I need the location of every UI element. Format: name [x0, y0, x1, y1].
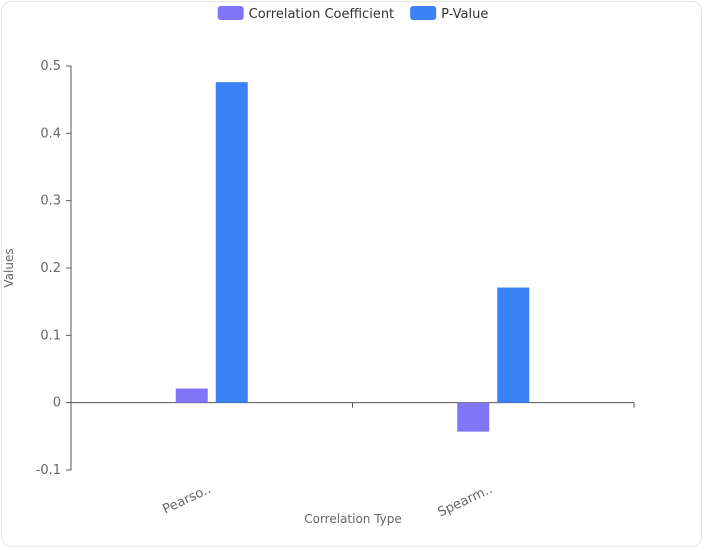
legend: Correlation Coefficient P-Value	[218, 6, 489, 22]
y-tick-label: -0.1	[36, 463, 61, 478]
y-tick-label: 0.1	[40, 328, 61, 343]
bars	[176, 82, 530, 431]
bar-p-value-0[interactable]	[216, 82, 248, 403]
y-axis: -0.1 0 0.1 0.2 0.3 0.4 0.5	[36, 59, 71, 478]
x-tick-label: Pearso..	[160, 482, 213, 517]
y-tick-label: 0.5	[40, 59, 61, 74]
y-axis-title: Values	[2, 248, 16, 287]
legend-swatch	[218, 6, 244, 20]
x-tick-label: Spearm..	[436, 482, 495, 520]
legend-swatch	[410, 6, 436, 20]
x-axis-title: Correlation Type	[304, 512, 402, 526]
legend-label: Correlation Coefficient	[249, 7, 395, 22]
y-tick-label: 0	[53, 396, 61, 411]
bar-correlation-coefficient-1[interactable]	[457, 403, 489, 432]
y-tick-label: 0.4	[40, 126, 61, 141]
bar-p-value-1[interactable]	[497, 288, 529, 403]
legend-label: P-Value	[441, 7, 488, 22]
x-axis: Pearso.. Spearm..	[71, 403, 634, 521]
y-tick-label: 0.3	[40, 194, 61, 209]
legend-item[interactable]: P-Value	[410, 6, 488, 22]
y-tick-label: 0.2	[40, 261, 61, 276]
bar-correlation-coefficient-0[interactable]	[176, 389, 208, 403]
legend-item[interactable]: Correlation Coefficient	[218, 6, 395, 22]
